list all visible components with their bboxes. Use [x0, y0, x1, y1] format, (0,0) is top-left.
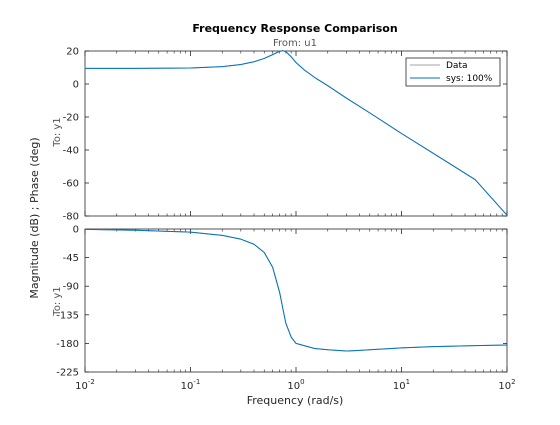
legend: Data sys: 100%: [405, 57, 501, 87]
xtick-label: 100: [287, 378, 304, 392]
phase-ytick-label: -135: [56, 310, 79, 321]
input-label: From: u1: [273, 38, 317, 49]
x-axis-label: Frequency (rad/s): [247, 394, 344, 407]
phase-ytick-label: -225: [56, 368, 79, 379]
y-axis-label: Magnitude (dB) ; Phase (deg): [28, 137, 41, 298]
legend-entry-model: sys: 100%: [446, 74, 493, 84]
mag-ytick-label: 20: [66, 47, 79, 58]
legend-entry-data: Data: [446, 61, 468, 71]
output-label-bottom: To: y1: [52, 286, 63, 316]
xtick-label: 102: [498, 378, 515, 392]
xtick-label: 10-2: [75, 378, 95, 392]
mag-ytick-label: 0: [73, 80, 79, 91]
chart-title: Frequency Response Comparison: [192, 22, 397, 35]
xtick-label: 10-1: [181, 378, 201, 392]
phase-ytick-label: -45: [63, 253, 79, 264]
output-label-top: To: y1: [52, 117, 63, 147]
phase-series-model-line: [84, 228, 508, 352]
xtick-label: 101: [393, 378, 410, 392]
phase-ytick-label: -90: [63, 282, 79, 293]
mag-ytick-label: -20: [63, 113, 79, 124]
legend-box: [405, 57, 501, 87]
phase-axes-box: [84, 228, 508, 373]
mag-ytick-label: -40: [63, 146, 79, 157]
mag-series-model-line: [85, 50, 508, 216]
mag-ytick-label: -80: [63, 212, 79, 223]
phase-ytick-label: 0: [73, 225, 79, 236]
phase-ytick-label: -180: [56, 339, 79, 350]
mag-ytick-label: -60: [63, 179, 79, 190]
